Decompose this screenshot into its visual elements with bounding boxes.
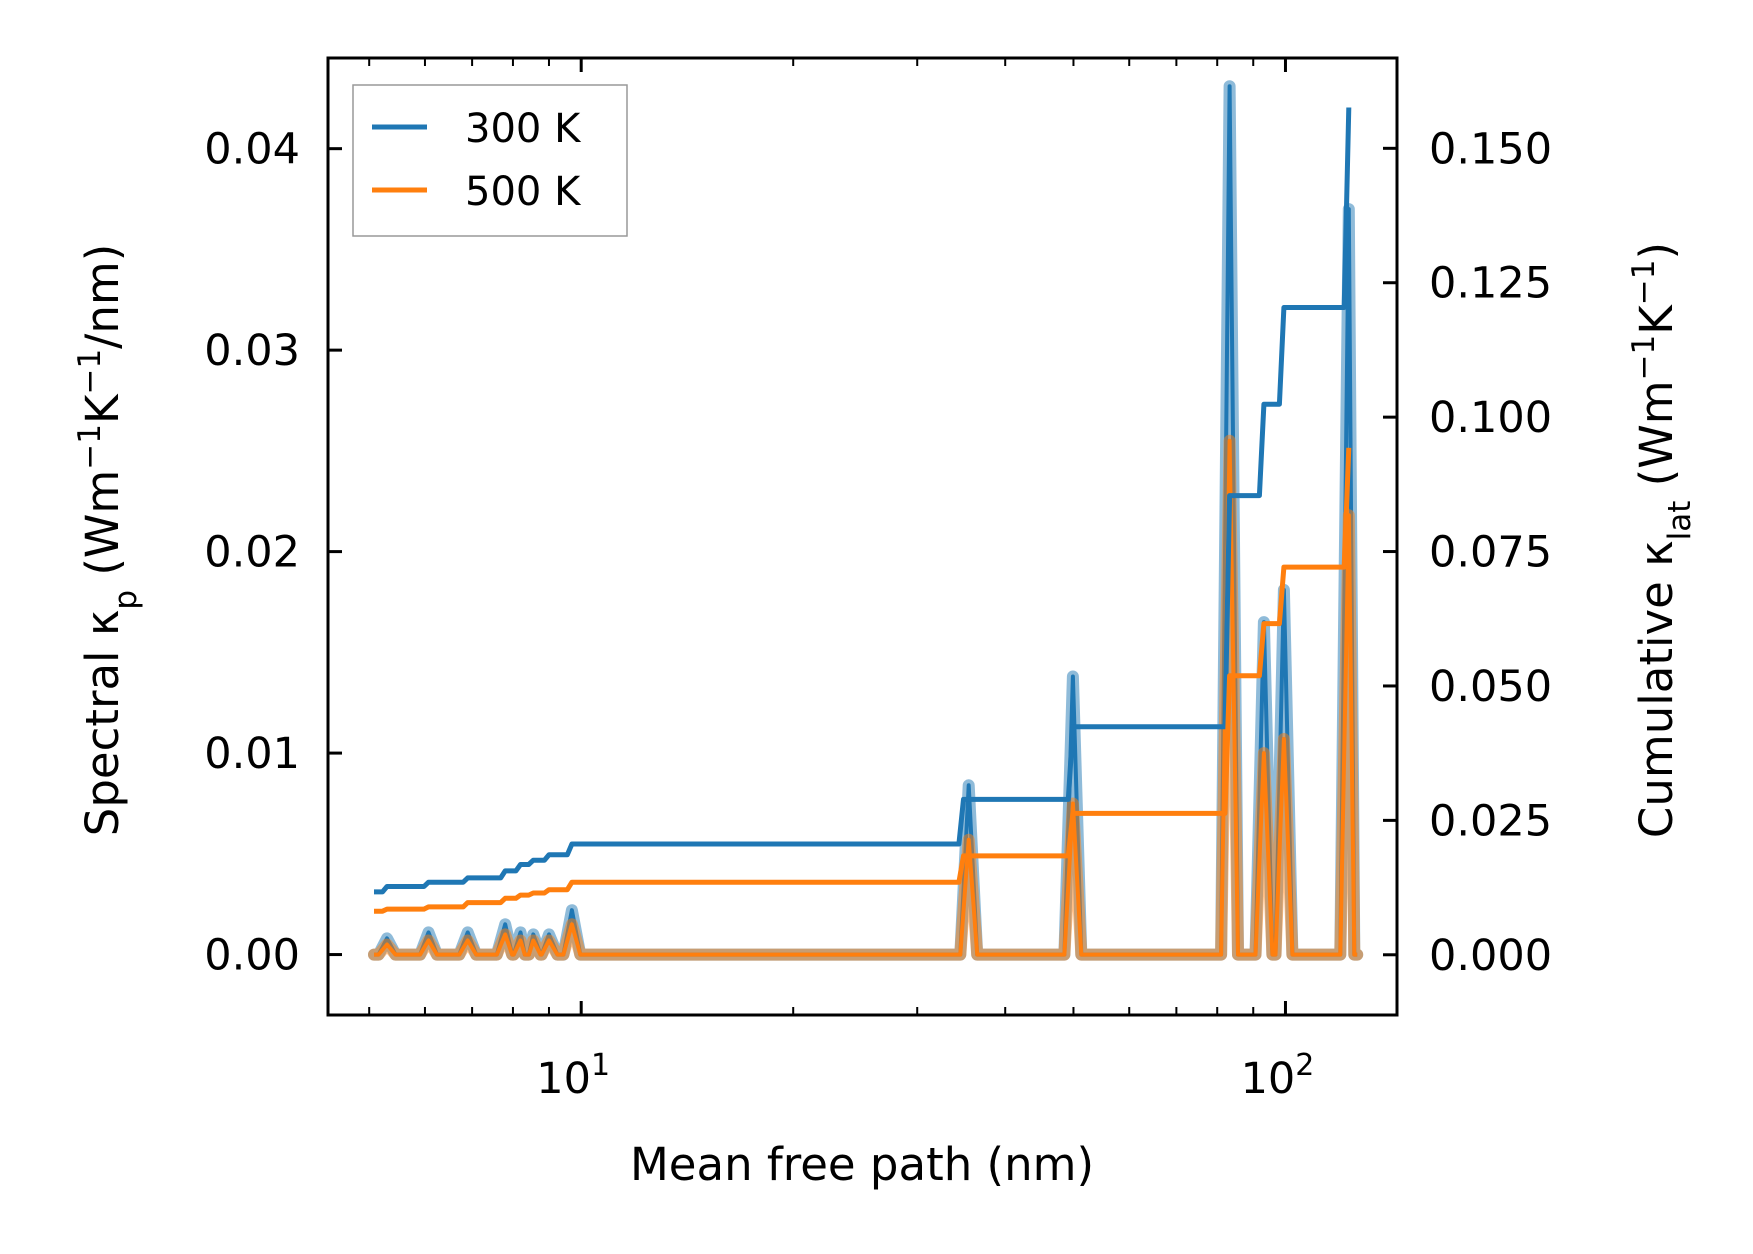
spectral-line-1 <box>374 438 1358 957</box>
y-left-tick-label: 0.03 <box>204 326 300 376</box>
y-axis-right-label: Cumulative κlat (Wm−1K−1) <box>1626 242 1698 838</box>
x-axis-label: Mean free path (nm) <box>630 1138 1094 1191</box>
y-right-tick-label: 0.025 <box>1429 796 1552 846</box>
y-left-tick-label: 0.01 <box>204 729 300 779</box>
y-right-tick-label: 0.075 <box>1429 528 1552 578</box>
plot-frame <box>326 56 1399 1017</box>
y-left-tick-label: 0.00 <box>204 931 300 981</box>
y-right-tick-label: 0.000 <box>1429 931 1552 981</box>
spectral-series <box>368 80 1364 961</box>
legend-box <box>352 84 628 237</box>
y-right-tick-label: 0.150 <box>1429 124 1552 174</box>
cumulative-line-1 <box>374 447 1352 914</box>
legend-label-300k: 300 K <box>465 106 582 152</box>
tick-labels: 101 102 0.00 0.01 0.02 0.03 0.04 0.000 0.025 0.05… <box>204 124 1552 1104</box>
legend: 300 K 500 K <box>352 84 628 237</box>
y-right-tick-label: 0.100 <box>1429 393 1552 443</box>
x-tick-label: 102 <box>1241 1048 1315 1104</box>
y-right-tick-label: 0.050 <box>1429 662 1552 712</box>
y-left-tick-label: 0.04 <box>204 125 300 175</box>
x-tick-label: 101 <box>536 1048 610 1104</box>
cumulative-series <box>374 107 1352 914</box>
y-axis-left-label: Spectral κp (Wm−1K−1/nm) <box>72 244 144 837</box>
cumulative-line-0 <box>374 107 1352 895</box>
spectral-halo-1 <box>368 434 1364 961</box>
y-left-tick-label: 0.02 <box>204 528 300 578</box>
legend-label-500k: 500 K <box>465 169 582 215</box>
axis-ticks <box>328 58 1397 1015</box>
y-right-tick-label: 0.125 <box>1429 259 1552 309</box>
